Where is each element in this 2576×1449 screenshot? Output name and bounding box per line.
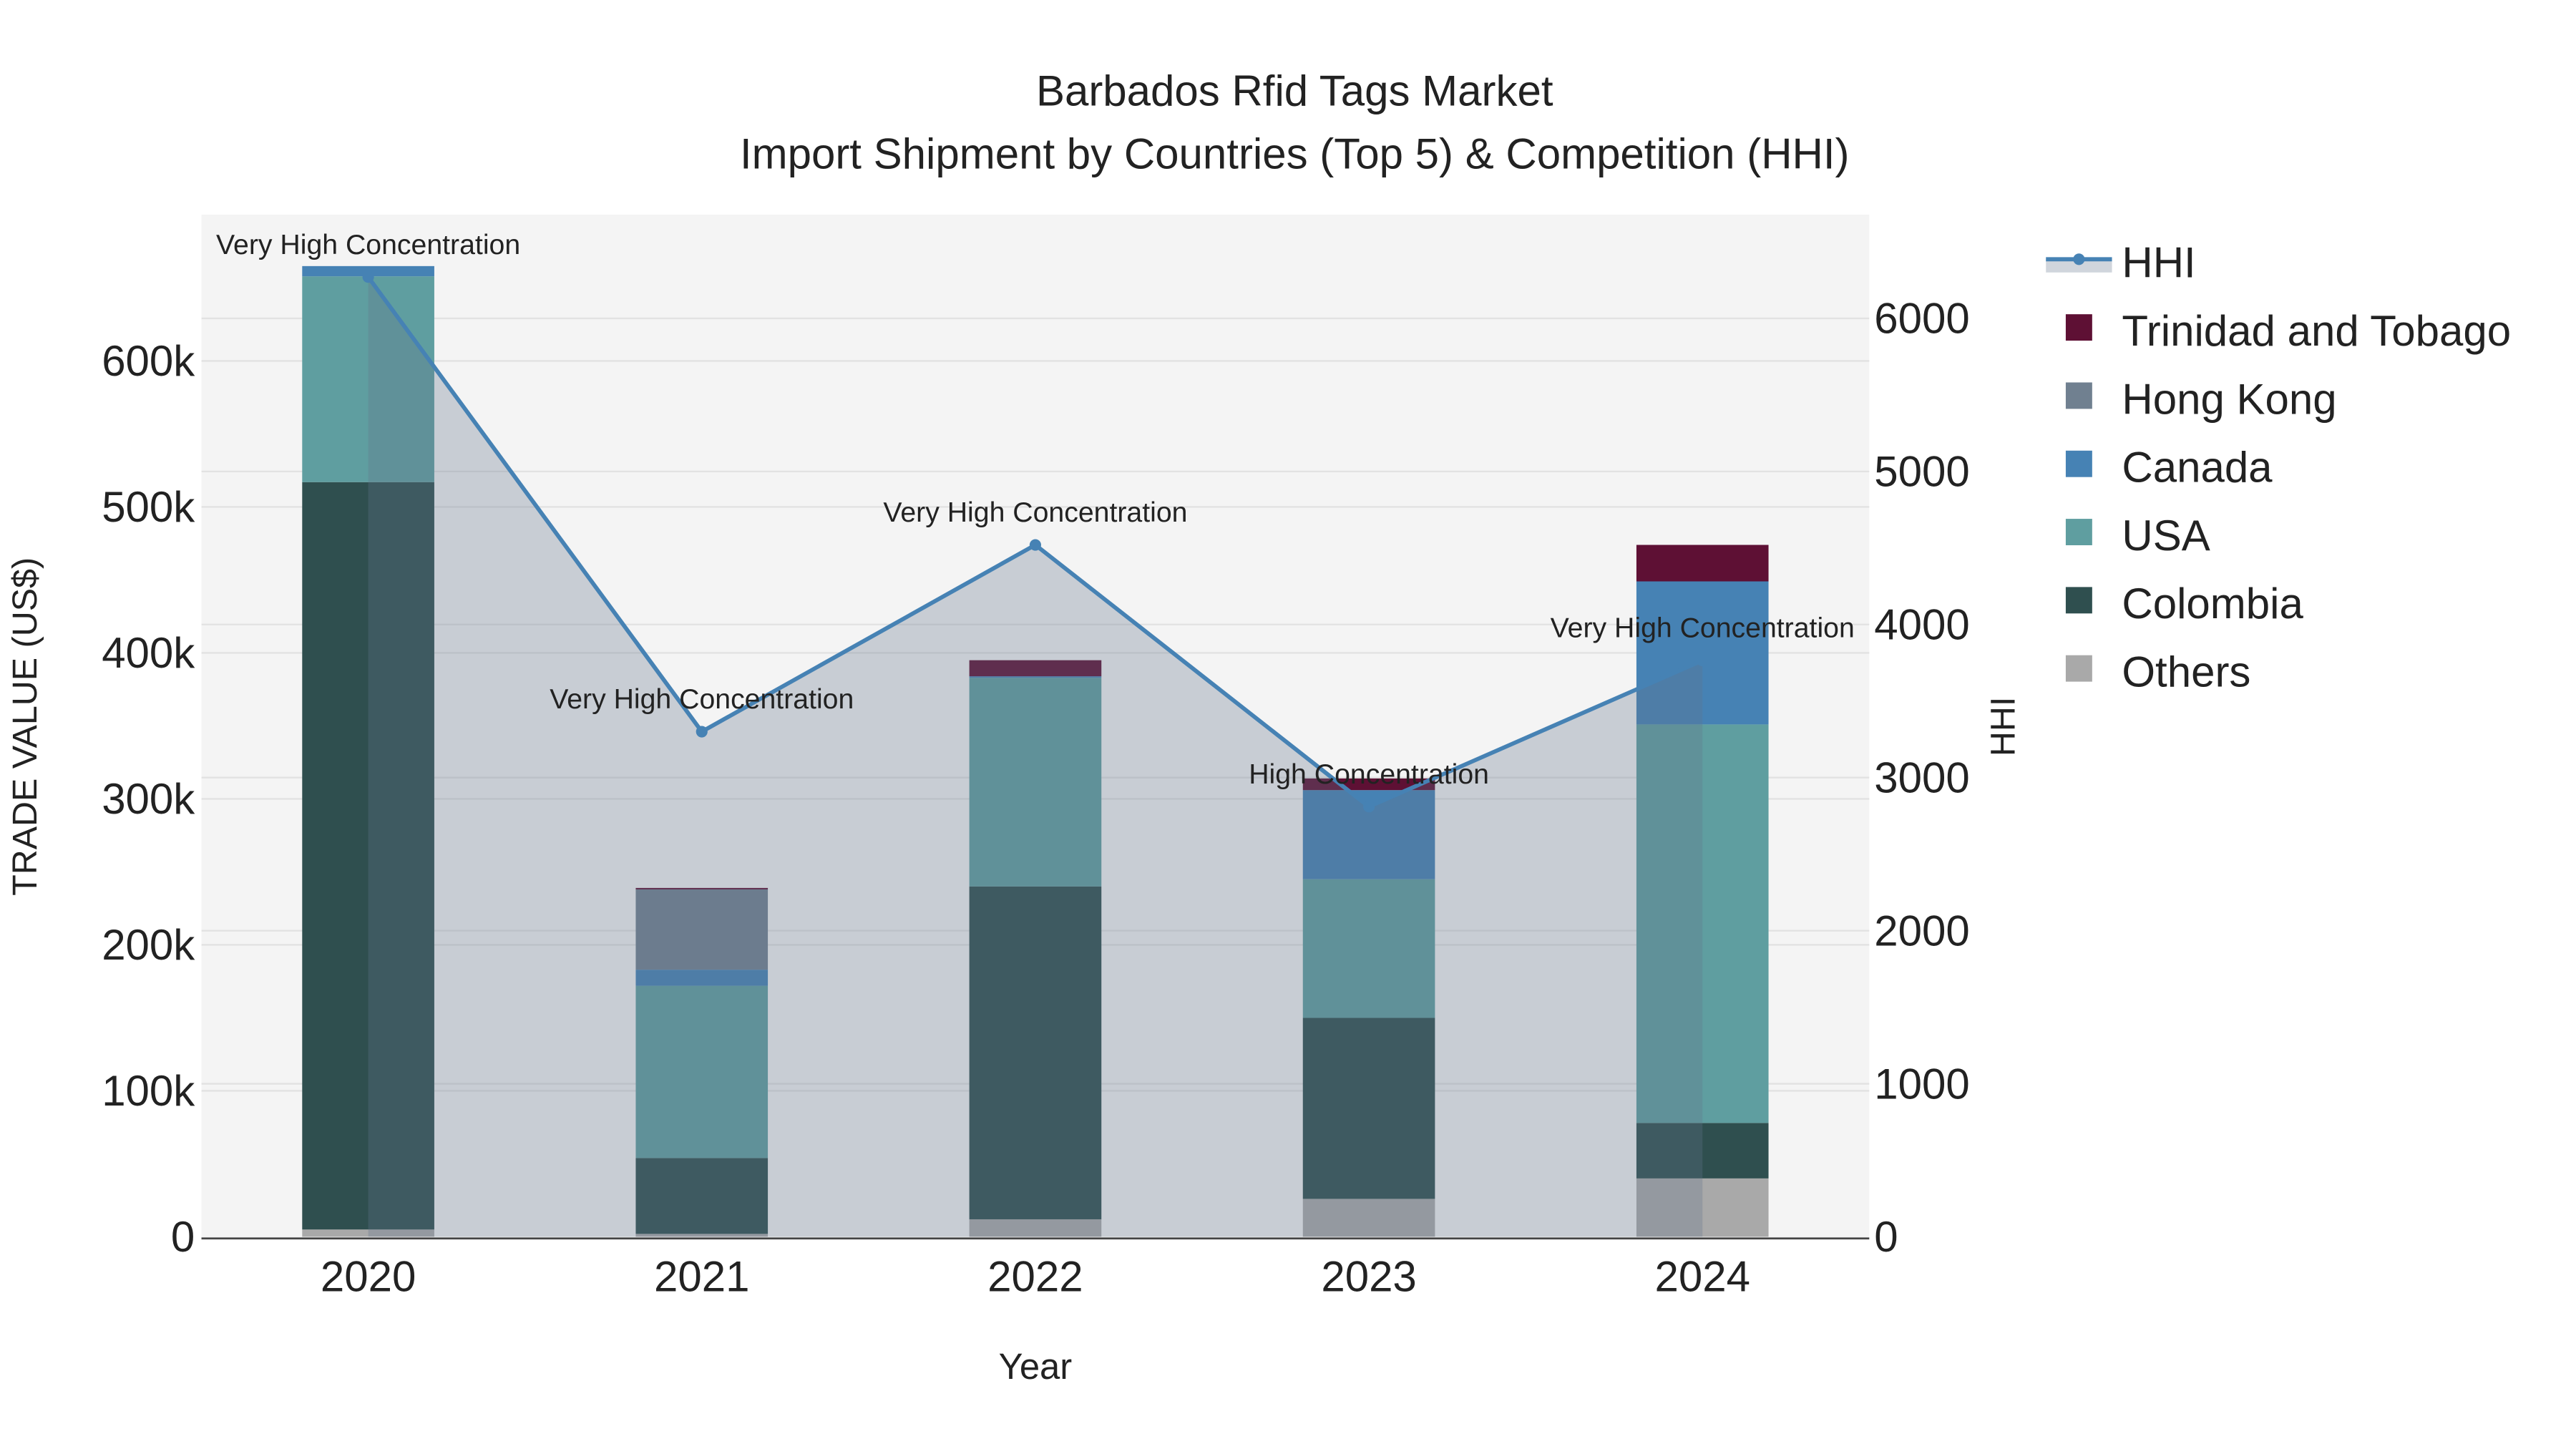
hhi-series: Very High Concentration Very High Concent… xyxy=(216,229,1855,1237)
legend-label: Others xyxy=(2122,648,2250,696)
bars xyxy=(302,265,1769,1237)
x-tick-label: 2024 xyxy=(1654,1253,1750,1301)
bar-colombia xyxy=(969,886,1102,1219)
x-tick-label: 2022 xyxy=(987,1253,1083,1301)
y-tick-label: 500k xyxy=(102,483,195,531)
legend-hhi-swatch xyxy=(2046,259,2112,273)
hhi-annotation: Very High Concentration xyxy=(1551,613,1855,644)
bar-trinidad-and-tobago xyxy=(635,887,769,889)
x-axis-ticks: 2020 2021 2022 2023 2024 xyxy=(321,1253,1750,1301)
bar-canada xyxy=(302,265,434,277)
y2-tick-label: 0 xyxy=(1874,1213,1898,1261)
bar-usa xyxy=(302,276,434,482)
bar-colombia xyxy=(635,1158,769,1234)
bar-usa xyxy=(969,678,1102,887)
y2-tick-label: 6000 xyxy=(1874,295,1969,343)
hhi-annotation: High Concentration xyxy=(1249,758,1489,790)
bar-trinidad-and-tobago xyxy=(969,660,1102,677)
hhi-area xyxy=(368,277,1703,1237)
hhi-annotation: Very High Concentration xyxy=(550,683,854,715)
y-tick-label: 100k xyxy=(102,1067,195,1115)
bar-others xyxy=(1636,1178,1769,1237)
hhi-point xyxy=(1029,539,1041,551)
bar-others xyxy=(1302,1199,1435,1237)
chart-title: Barbados Rfid Tags Market xyxy=(1036,67,1553,115)
bar-colombia xyxy=(1636,1123,1769,1179)
y-tick-label: 200k xyxy=(102,921,195,969)
bar-usa xyxy=(1302,879,1435,1018)
y-tick-label: 0 xyxy=(171,1213,195,1261)
legend-label: HHI xyxy=(2122,239,2195,287)
bar-colombia xyxy=(302,482,434,1230)
legend-hhi-marker xyxy=(2073,253,2085,265)
x-tick-label: 2021 xyxy=(654,1253,749,1301)
y2-tick-label: 5000 xyxy=(1874,448,1969,496)
legend-label: Canada xyxy=(2122,444,2273,492)
y2-tick-label: 1000 xyxy=(1874,1060,1969,1108)
y-tick-label: 600k xyxy=(102,337,195,385)
x-axis-title: Year xyxy=(999,1346,1073,1387)
hhi-annotation: Very High Concentration xyxy=(883,497,1187,528)
legend-label: Colombia xyxy=(2122,580,2303,628)
legend-label: USA xyxy=(2122,512,2210,560)
bar-usa xyxy=(1636,724,1769,1123)
bar-canada xyxy=(969,676,1102,678)
y2-axis-ticks: 0 1000 2000 3000 4000 5000 6000 xyxy=(1874,295,1969,1262)
chart-subtitle: Import Shipment by Countries (Top 5) & C… xyxy=(740,130,1850,177)
hhi-point xyxy=(362,271,374,283)
x-tick-label: 2020 xyxy=(321,1253,416,1301)
x-tick-label: 2023 xyxy=(1321,1253,1416,1301)
y2-tick-label: 2000 xyxy=(1874,907,1969,955)
bar-others xyxy=(635,1234,769,1237)
y2-tick-label: 3000 xyxy=(1874,753,1969,801)
bar-hong-kong xyxy=(635,889,769,970)
y-axis-ticks: 0 100k 200k 300k 400k 500k 600k xyxy=(102,337,195,1261)
hhi-point xyxy=(1697,654,1709,667)
bar-others xyxy=(969,1219,1102,1237)
bar-usa xyxy=(635,985,769,1158)
bar-trinidad-and-tobago xyxy=(1636,545,1769,582)
bar-colombia xyxy=(1302,1018,1435,1199)
hhi-point xyxy=(696,726,708,738)
legend-swatch xyxy=(2065,450,2092,477)
y2-axis-title: HHI xyxy=(1984,697,2022,756)
legend: HHI Trinidad and Tobago Hong Kong Canada USA… xyxy=(2046,239,2511,696)
bar-canada xyxy=(635,970,769,986)
legend-swatch xyxy=(2065,655,2092,682)
y-tick-label: 400k xyxy=(102,629,195,677)
hhi-point xyxy=(1363,801,1375,813)
legend-label: Trinidad and Tobago xyxy=(2122,307,2511,355)
legend-swatch xyxy=(2065,519,2092,545)
legend-swatch xyxy=(2065,587,2092,614)
bar-canada xyxy=(1636,581,1769,725)
legend-label: Hong Kong xyxy=(2122,375,2336,423)
legend-swatch xyxy=(2065,314,2092,341)
legend-swatch xyxy=(2065,382,2092,409)
y-axis-title: TRADE VALUE (US$) xyxy=(6,557,44,896)
hhi-annotation: Very High Concentration xyxy=(216,229,520,260)
y2-tick-label: 4000 xyxy=(1874,601,1969,649)
y-tick-label: 300k xyxy=(102,775,195,823)
bar-others xyxy=(302,1229,434,1237)
